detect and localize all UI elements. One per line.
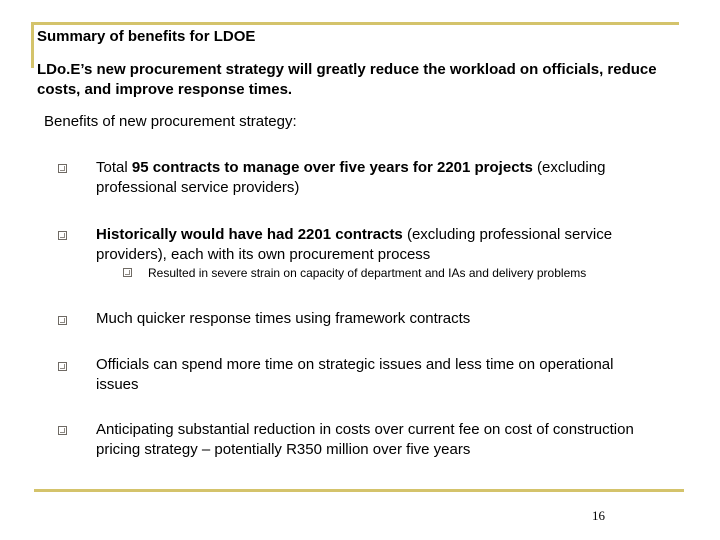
bullet-1: Total 95 contracts to manage over five y…	[96, 158, 696, 198]
bullet-1-suffix: (excluding	[532, 159, 606, 176]
bullet-2-bold: Historically would have had 2201 contrac…	[96, 226, 403, 243]
bullet-1-bold: 95 contracts to manage over five years f…	[131, 159, 533, 176]
bullet-5: Anticipating substantial reduction in co…	[96, 420, 706, 460]
bullet-box-icon	[58, 362, 67, 371]
bullet-2: Historically would have had 2201 contrac…	[96, 225, 696, 265]
intro-paragraph: LDo.E’s new procurement strategy will gr…	[37, 61, 657, 98]
bullet-2-suffix: (excluding professional service	[402, 226, 613, 243]
page-number: 16	[592, 508, 605, 523]
benefits-subheading: Benefits of new procurement strategy:	[44, 113, 297, 130]
bullet-4: Officials can spend more time on strateg…	[96, 355, 696, 395]
bullet-box-icon	[58, 231, 67, 240]
bullet-1-prefix: Total	[96, 159, 132, 176]
bullet-1-line2: professional service providers)	[96, 179, 300, 196]
sub-bullet-box-icon	[123, 268, 132, 277]
bullet-4-line1: Officials can spend more time on strateg…	[96, 356, 614, 373]
slide-title: Summary of benefits for LDOE	[37, 28, 256, 45]
footer-rule	[34, 489, 684, 492]
sub-bullet-1: Resulted in severe strain on capacity of…	[148, 266, 587, 280]
bullet-5-line1: Anticipating substantial reduction in co…	[96, 421, 634, 438]
bullet-box-icon	[58, 426, 67, 435]
title-frame-top-rule	[31, 22, 679, 25]
title-frame-left-rule	[31, 22, 34, 68]
bullet-4-line2: issues	[96, 376, 139, 393]
bullet-5-line2: pricing strategy – potentially R350 mill…	[96, 441, 471, 458]
bullet-2-line2: providers), each with its own procuremen…	[96, 246, 431, 263]
bullet-3: Much quicker response times using framew…	[96, 310, 471, 327]
bullet-box-icon	[58, 316, 67, 325]
bullet-box-icon	[58, 164, 67, 173]
